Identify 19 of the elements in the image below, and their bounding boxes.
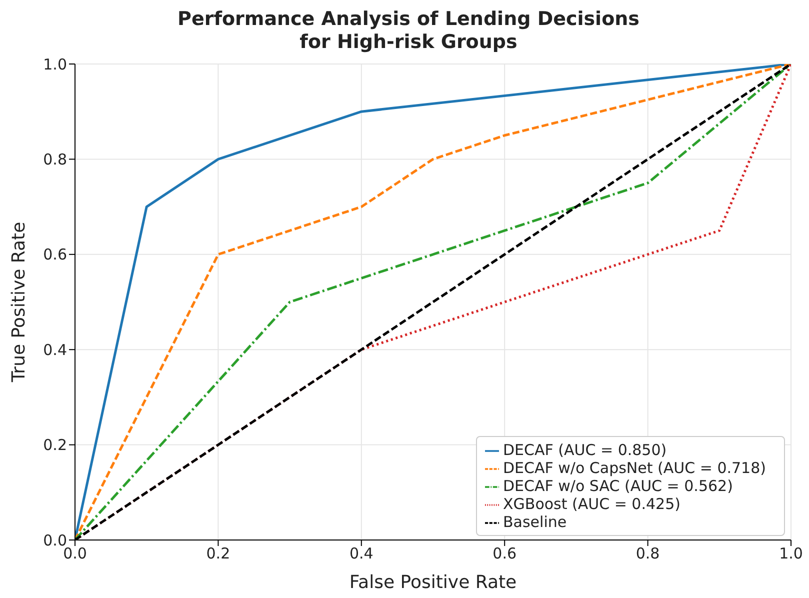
x-tick-label: 0.8 (636, 544, 660, 563)
x-tick-label: 0.2 (206, 544, 230, 563)
legend-label: DECAF w/o SAC (AUC = 0.562) (503, 477, 733, 495)
x-tick-label: 0.0 (63, 544, 87, 563)
y-tick-label: 0.4 (43, 340, 67, 359)
y-tick-label: 0.8 (43, 150, 67, 169)
x-tick-label: 1.0 (779, 544, 803, 563)
x-axis-title: False Positive Rate (349, 572, 517, 593)
y-tick-label: 0.6 (43, 246, 67, 264)
y-tick-label: 0.2 (43, 436, 67, 454)
chart-title: Performance Analysis of Lending Decisions for High-risk Groups (176, 8, 640, 54)
legend-label: DECAF w/o CapsNet (AUC = 0.718) (503, 459, 766, 477)
legend-label: XGBoost (AUC = 0.425) (503, 495, 680, 513)
y-axis-title: True Positive Rate (8, 222, 30, 384)
x-tick-label: 0.6 (492, 544, 517, 563)
legend-label: Baseline (503, 513, 567, 531)
legend-label: DECAF (AUC = 0.850) (503, 441, 667, 459)
y-tick-label: 1.0 (43, 55, 67, 74)
x-tick-label: 0.4 (349, 544, 374, 563)
